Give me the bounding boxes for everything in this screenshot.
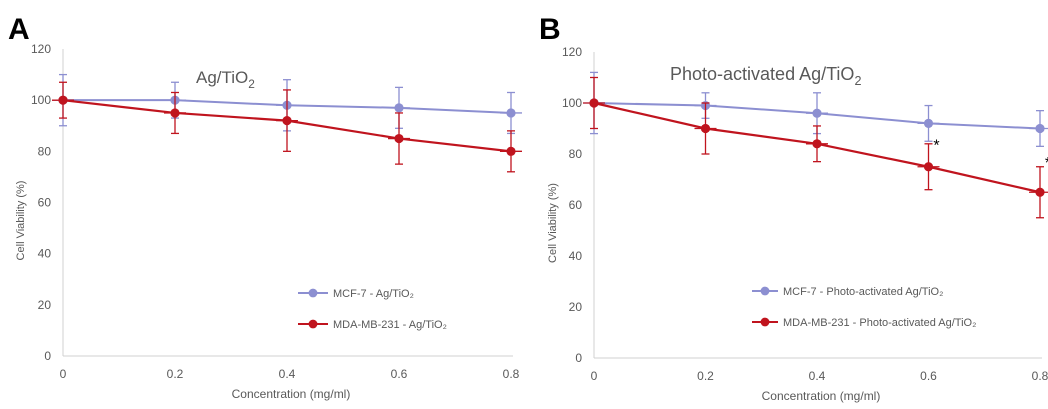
x-tick-label: 0.8 [503,367,520,381]
legend-marker [308,288,318,298]
chart-panel-b: B 0 20 40 60 80 100 120 0 0.2 0.4 0.6 0.8 Concentrati… [539,13,1048,403]
x-tick-label: 0 [60,367,67,381]
legend-marker [308,319,318,329]
x-tick-label: 0.2 [697,369,714,383]
panel-letter: A [8,13,30,46]
series-mcf7 [583,71,1048,148]
legend-marker [760,286,770,296]
data-point [923,162,934,172]
y-tick-label: 100 [31,93,51,107]
y-tick-label: 40 [569,249,583,263]
x-tick-label: 0.4 [279,367,296,381]
significance-star: * [933,137,939,154]
significance-star: * [1045,155,1048,172]
legend-entry: MCF-7 - Photo-activated Ag/TiO₂ [752,286,943,298]
chart-title-subscript: 2 [248,77,255,91]
y-tick-label: 20 [38,298,52,312]
data-point [589,98,599,108]
data-point [506,108,516,118]
chart-title-main: Ag/TiO [196,68,248,87]
y-tick-label: 120 [31,42,51,56]
legend-entry: MCF-7 - Ag/TiO₂ [298,288,414,300]
x-tick-label: 0.2 [167,367,184,381]
x-axis-label: Concentration (mg/ml) [762,389,881,403]
x-tick-label: 0.6 [920,369,937,383]
y-tick-label: 60 [569,198,583,212]
legend-label: MCF-7 - Photo-activated Ag/TiO₂ [783,286,943,298]
legend-label: MDA-MB-231 - Ag/TiO₂ [333,319,447,331]
series-mda-mb-231 [52,81,522,173]
y-tick-label: 0 [575,351,582,365]
series-mda-mb-231 [583,76,1048,219]
data-point [506,146,516,156]
data-point [170,108,180,118]
data-point [394,103,404,113]
legend-label: MDA-MB-231 - Photo-activated Ag/TiO₂ [783,317,976,329]
x-tick-label: 0.8 [1032,369,1048,383]
legend-entry: MDA-MB-231 - Ag/TiO₂ [298,319,447,331]
y-axis-label: Cell Viability (%) [547,183,559,263]
chart-title: Ag/TiO2 [196,68,255,91]
y-tick-label: 120 [562,45,582,59]
chart-title-subscript: 2 [854,74,861,88]
x-axis-label: Concentration (mg/ml) [232,387,351,401]
data-point [282,116,292,126]
y-tick-label: 0 [44,349,51,363]
data-point [812,108,822,118]
x-tick-label: 0.4 [809,369,826,383]
y-tick-label: 100 [562,96,582,110]
panel-letter: B [539,13,561,46]
data-point [812,139,822,149]
y-tick-label: 40 [38,247,52,261]
y-axis-label: Cell Viability (%) [15,181,27,261]
x-tick-label: 0.6 [391,367,408,381]
data-point [394,133,404,144]
data-point [923,118,934,128]
x-tick-label: 0 [591,369,598,383]
y-tick-label: 20 [569,300,583,314]
legend-entry: MDA-MB-231 - Photo-activated Ag/TiO₂ [752,317,976,329]
legend-label: MCF-7 - Ag/TiO₂ [333,288,414,300]
data-point [1035,123,1045,134]
data-point [700,123,711,134]
y-tick-label: 60 [38,196,52,210]
data-point [1035,187,1045,197]
data-point [58,95,68,105]
chart-title-main: Photo-activated Ag/TiO [670,64,854,84]
y-tick-label: 80 [38,144,52,158]
chart-panel-a: A 0 20 40 60 80 100 120 0 0.2 0.4 0.6 0.8 Concentrati… [8,13,522,401]
chart-title: Photo-activated Ag/TiO2 [670,64,861,88]
legend-marker [760,317,770,327]
y-tick-label: 80 [569,147,583,161]
